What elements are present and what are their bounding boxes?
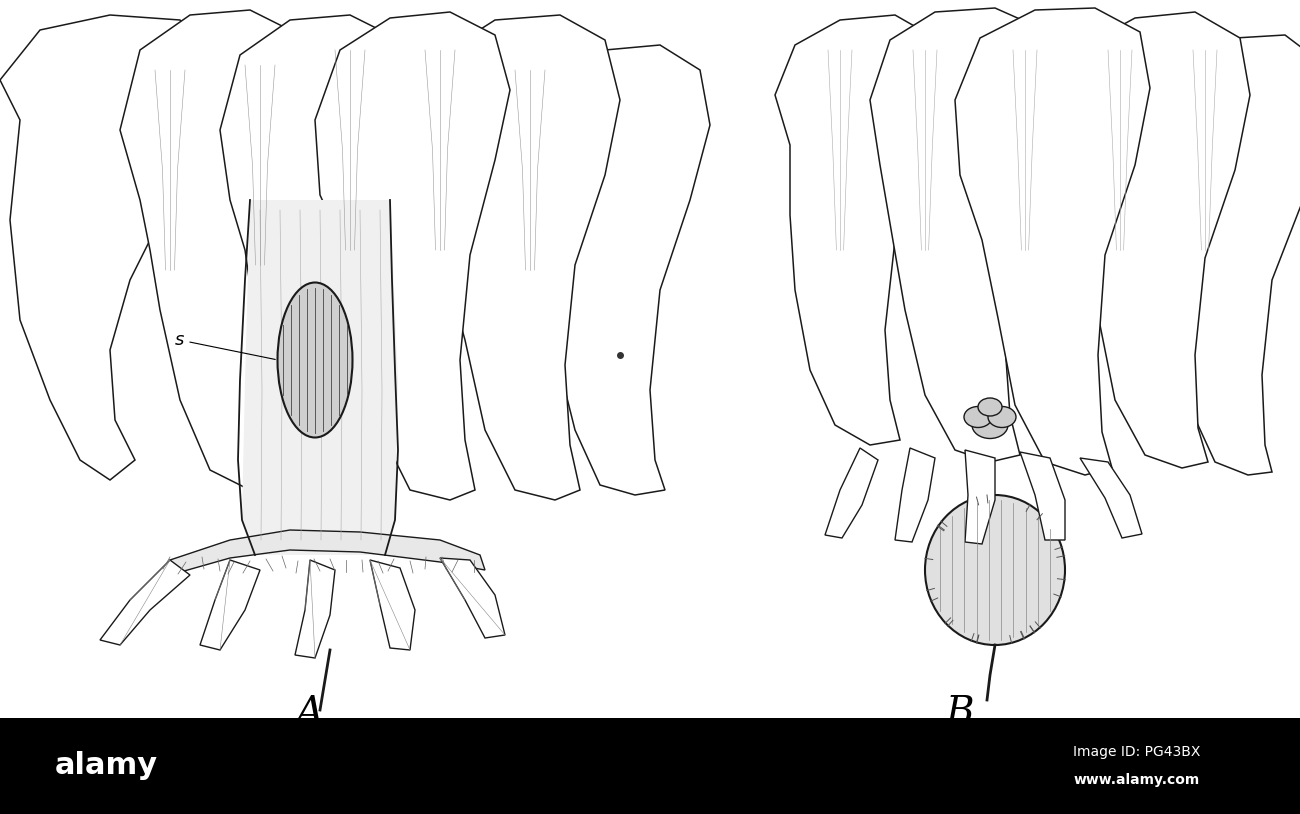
Polygon shape [170,530,485,575]
Polygon shape [956,8,1150,475]
Polygon shape [315,12,510,500]
Polygon shape [1145,35,1300,475]
Polygon shape [120,10,300,490]
Ellipse shape [972,412,1008,439]
Text: B: B [945,695,974,732]
Bar [0,718,1300,814]
Polygon shape [242,200,398,555]
Polygon shape [100,560,190,645]
Polygon shape [894,448,935,542]
Polygon shape [295,560,335,658]
Ellipse shape [277,282,352,437]
Ellipse shape [978,398,1002,416]
Text: alamy: alamy [55,751,159,781]
Polygon shape [1020,452,1065,540]
Polygon shape [870,8,1050,462]
Polygon shape [410,15,620,500]
Polygon shape [200,560,260,650]
Polygon shape [826,448,878,538]
Text: s: s [176,331,276,360]
Polygon shape [370,560,415,650]
Ellipse shape [926,495,1065,645]
Ellipse shape [988,406,1017,427]
Text: www.alamy.com: www.alamy.com [1074,773,1200,787]
Polygon shape [1050,12,1251,468]
Polygon shape [775,15,935,445]
Polygon shape [510,45,710,495]
Polygon shape [220,15,400,490]
Polygon shape [0,15,211,480]
Polygon shape [965,450,994,544]
Polygon shape [439,558,504,638]
Text: A: A [296,695,324,732]
Polygon shape [1080,458,1141,538]
Text: Image ID: PG43BX: Image ID: PG43BX [1072,745,1200,759]
Ellipse shape [965,406,992,427]
